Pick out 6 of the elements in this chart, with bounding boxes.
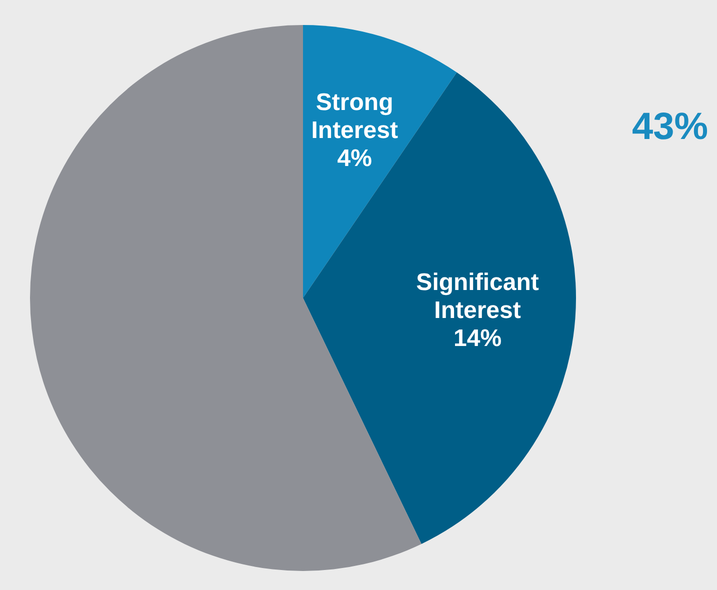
text: 43% (632, 106, 708, 148)
pie-slice (303, 72, 576, 544)
data-label: 14% (453, 325, 502, 352)
data-label: 4% (337, 144, 372, 172)
slice-label: Strong Interest (311, 88, 398, 144)
slice-label: Significant Interest (416, 269, 539, 324)
